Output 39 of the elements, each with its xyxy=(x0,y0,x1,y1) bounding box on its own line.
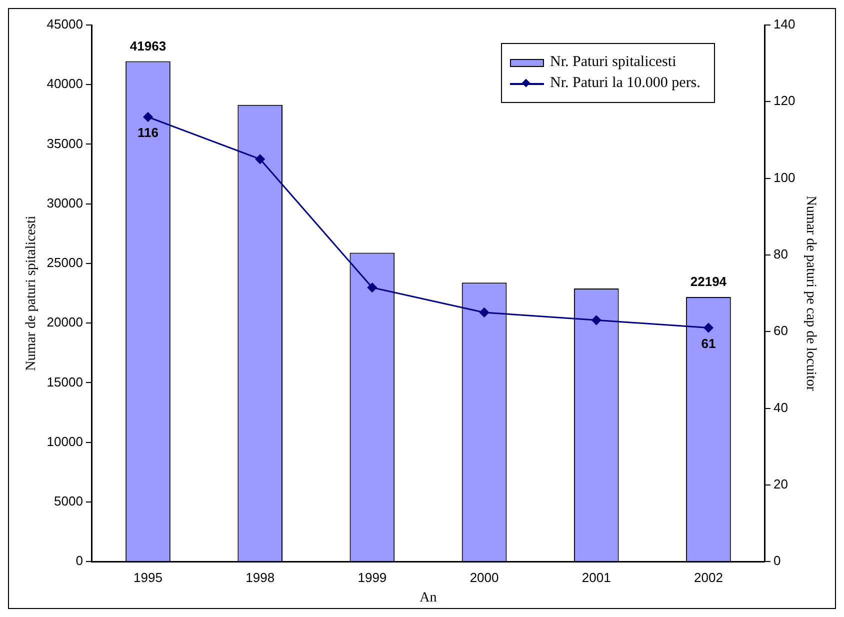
x-tick-label: 1999 xyxy=(358,570,387,585)
y2-tick-label: 40 xyxy=(774,400,788,415)
data-label: 22194 xyxy=(690,274,728,290)
x-tick-label: 2000 xyxy=(470,570,499,585)
x-tick-label: 1998 xyxy=(246,570,275,585)
point xyxy=(480,308,490,318)
y-tick-label: 15000 xyxy=(46,374,83,390)
y2-tick-label: 80 xyxy=(774,246,788,262)
y-tick-label: 40000 xyxy=(46,76,83,92)
point xyxy=(255,154,265,164)
y-tick-label: 25000 xyxy=(46,255,83,270)
legend-label: Nr. Paturi spitalicesti xyxy=(550,54,676,71)
point xyxy=(592,315,602,325)
y2-tick-label: 140 xyxy=(774,16,796,32)
y-tick-label: 0 xyxy=(76,553,83,568)
y-tick-label: 10000 xyxy=(46,434,83,449)
data-label: 41963 xyxy=(130,38,166,54)
data-label: 116 xyxy=(138,125,158,140)
y2-axis-title: Numar de paturi pe cap de locuitor xyxy=(802,196,818,392)
legend-label: Nr. Paturi la 10.000 pers. xyxy=(550,75,700,92)
point xyxy=(704,323,714,333)
y2-tick-label: 120 xyxy=(774,93,796,108)
y-tick-label: 5000 xyxy=(54,494,83,509)
y-tick-label: 35000 xyxy=(46,136,83,151)
y-tick-label: 45000 xyxy=(46,16,83,32)
point xyxy=(367,282,377,292)
y-axis-title: Numar de paturi spitalicesti xyxy=(24,216,40,371)
x-axis-title: An xyxy=(420,590,437,606)
y2-tick-label: 0 xyxy=(774,553,781,568)
y-tick-label: 30000 xyxy=(46,195,83,210)
y2-tick-label: 60 xyxy=(774,323,788,338)
point xyxy=(143,112,153,122)
data-label: 61 xyxy=(701,336,716,351)
x-tick-label: 1995 xyxy=(134,570,162,585)
y2-tick-label: 100 xyxy=(774,170,796,185)
y2-tick-label: 20 xyxy=(774,476,788,492)
x-tick-label: 2002 xyxy=(694,570,723,585)
x-tick-label: 2001 xyxy=(582,570,611,585)
y-tick-label: 20000 xyxy=(46,314,83,330)
